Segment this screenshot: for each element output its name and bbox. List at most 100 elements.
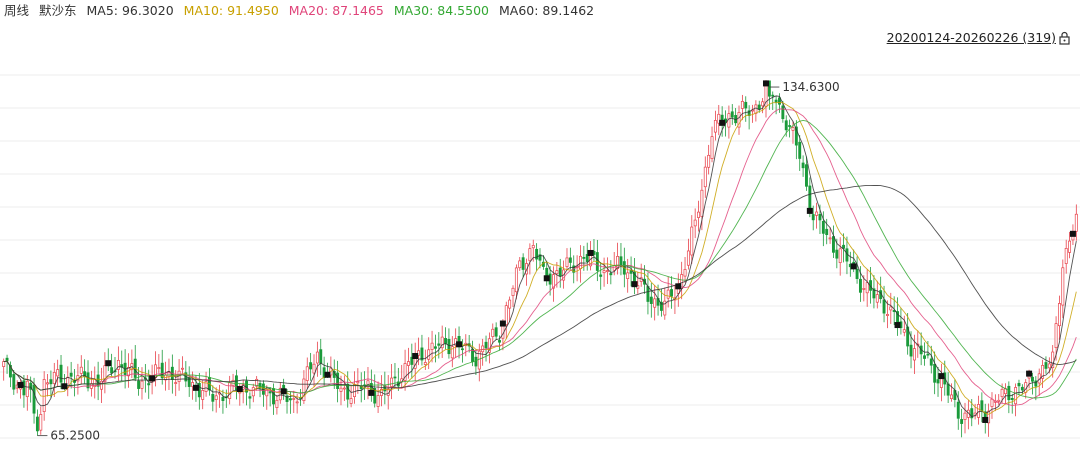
- event-marker: [719, 119, 726, 126]
- candle-body: [342, 387, 346, 390]
- candle-body: [798, 141, 802, 159]
- candle-body: [936, 379, 940, 384]
- candle-body: [100, 380, 103, 390]
- min-price-label: 65.2500: [50, 429, 100, 443]
- candle-body: [191, 382, 195, 387]
- candle-body: [555, 270, 559, 275]
- candle-body: [1010, 398, 1014, 400]
- candle-body: [730, 111, 734, 118]
- candle-body: [774, 99, 778, 103]
- event-marker: [675, 283, 682, 290]
- ma60-line: [3, 184, 1077, 391]
- candle-body: [781, 105, 785, 120]
- ma20-line: [3, 108, 1077, 406]
- event-marker: [762, 80, 769, 87]
- candle-body: [872, 288, 876, 299]
- date-range-selector[interactable]: 20200124-20260226 (319): [886, 30, 1056, 45]
- event-marker: [192, 384, 199, 391]
- candle-body: [2, 361, 6, 367]
- candle-body: [912, 348, 916, 361]
- candle-body: [1054, 323, 1058, 348]
- candle-body: [558, 267, 562, 276]
- candle-body: [1000, 388, 1004, 398]
- candle-body: [339, 387, 343, 392]
- event-marker: [236, 386, 243, 393]
- candle-body: [686, 250, 690, 266]
- lock-icon[interactable]: [1059, 31, 1070, 45]
- candle-body: [707, 154, 711, 168]
- candle-body: [1068, 240, 1072, 253]
- candle-body: [862, 288, 866, 290]
- candle-body: [1041, 365, 1045, 379]
- candle-body: [1057, 303, 1061, 327]
- candle-body: [703, 166, 707, 188]
- candle-body: [821, 220, 825, 234]
- candle-body: [251, 387, 255, 397]
- candle-body: [977, 404, 980, 418]
- candle-body: [275, 399, 279, 408]
- event-marker: [499, 320, 506, 327]
- candle-body: [474, 356, 478, 367]
- candle-body: [737, 112, 741, 128]
- candle-body: [663, 300, 667, 316]
- candle-body: [811, 214, 815, 221]
- candle-body: [808, 185, 812, 212]
- candle-body: [407, 361, 410, 366]
- candle-body: [858, 278, 862, 293]
- event-marker: [456, 341, 463, 348]
- candle-body: [1064, 248, 1068, 264]
- candle-body: [309, 362, 313, 370]
- candle-body: [356, 381, 360, 384]
- candle-body: [902, 329, 906, 333]
- candle-body: [29, 382, 33, 390]
- candle-body: [767, 80, 771, 97]
- candle-body: [1061, 267, 1065, 306]
- ma-legend: 周线 默沙东 MA5: 96.3020 MA10: 91.4950 MA20: …: [4, 2, 600, 20]
- candle-body: [754, 104, 758, 114]
- candle-body: [771, 94, 775, 97]
- candle-body: [181, 367, 184, 370]
- candle-body: [440, 336, 444, 349]
- candle-body: [305, 366, 309, 381]
- candle-body: [933, 364, 937, 383]
- candle-body: [484, 341, 488, 349]
- candle-body: [32, 384, 36, 414]
- candle-body: [609, 273, 613, 276]
- candle-body: [815, 211, 819, 216]
- candle-body: [214, 395, 218, 400]
- event-marker: [412, 353, 419, 360]
- candle-body: [1044, 362, 1048, 369]
- candle-body: [889, 306, 893, 311]
- candle-body: [926, 353, 930, 356]
- event-marker: [17, 381, 24, 388]
- candle-body: [865, 282, 869, 294]
- candle-body: [568, 257, 572, 263]
- candle-body: [174, 382, 178, 384]
- candle-body: [565, 257, 569, 267]
- candle-body: [1074, 213, 1078, 232]
- event-marker: [982, 416, 989, 423]
- candle-body: [670, 289, 673, 297]
- candle-body: [518, 260, 522, 269]
- candle-body: [5, 357, 9, 362]
- candle-body: [390, 377, 394, 387]
- candle-body: [315, 351, 319, 364]
- candle-body: [602, 270, 606, 274]
- candle-body: [1034, 380, 1038, 387]
- candle-body: [312, 363, 316, 374]
- candle-body: [96, 374, 100, 387]
- candle-body: [761, 101, 765, 107]
- candle-body: [349, 398, 353, 404]
- candle-body: [521, 257, 525, 270]
- candle-body: [882, 299, 886, 314]
- candle-body: [585, 254, 589, 262]
- event-marker: [938, 373, 945, 380]
- candle-body: [1047, 363, 1051, 369]
- candle-body: [855, 268, 859, 279]
- candle-body: [228, 382, 232, 399]
- event-marker: [61, 383, 68, 390]
- candle-body: [784, 120, 788, 131]
- candle-body: [460, 348, 464, 351]
- event-marker: [850, 263, 857, 270]
